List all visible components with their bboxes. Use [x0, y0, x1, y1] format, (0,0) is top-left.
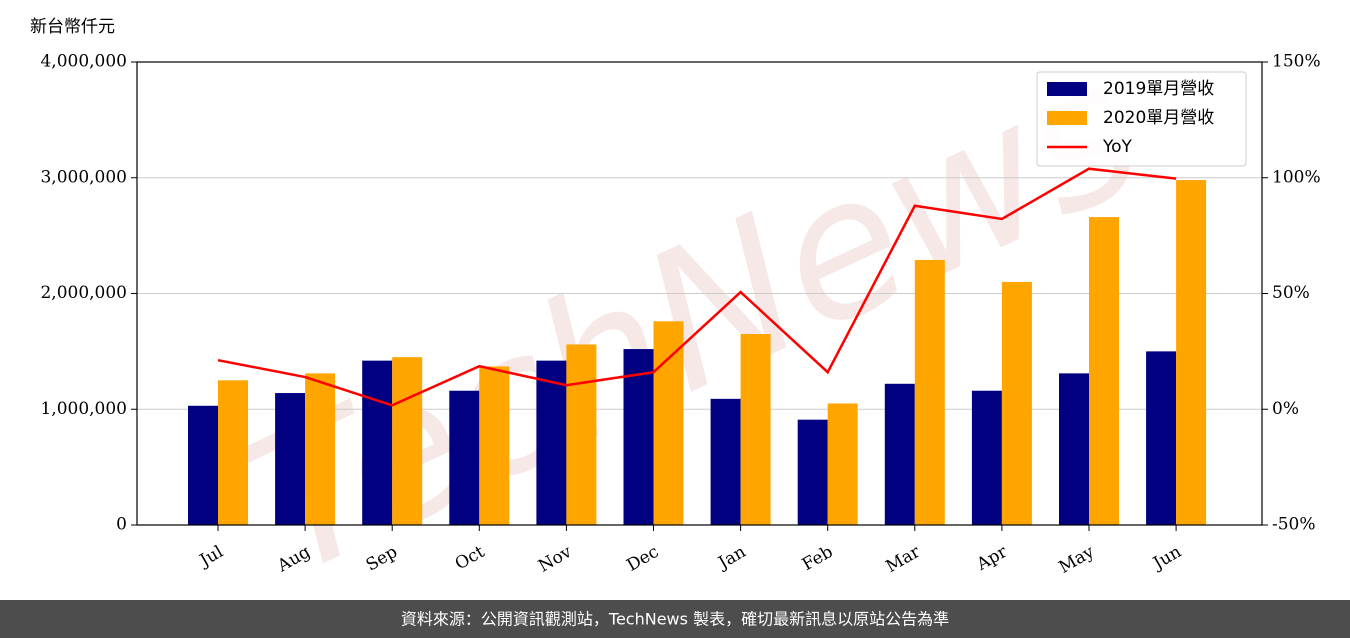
- bar: [218, 380, 248, 525]
- x-tick-label: May: [1056, 542, 1099, 578]
- bar: [449, 390, 480, 525]
- y2-tick-label: 100%: [1272, 167, 1321, 187]
- bar: [479, 366, 510, 525]
- y2-tick-label: 0%: [1272, 399, 1299, 419]
- bar: [275, 393, 306, 525]
- bar: [884, 383, 915, 525]
- bar: [710, 398, 741, 525]
- x-tick-label: Jul: [195, 542, 227, 572]
- bar: [392, 357, 423, 525]
- bar: [914, 259, 945, 525]
- y-tick-label: 4,000,000: [40, 52, 127, 72]
- bar: [797, 419, 828, 525]
- y2-tick-label: 50%: [1272, 283, 1310, 303]
- bar: [1059, 373, 1089, 525]
- bar: [362, 360, 393, 525]
- footer-bar: [0, 600, 1350, 638]
- x-tick-label: Nov: [535, 542, 575, 577]
- legend: [1036, 71, 1247, 167]
- x-tick-label: Apr: [973, 541, 1012, 575]
- footer: 資料來源：公開資訊觀測站，TechNews 製表，確切最新訊息以原站公告為準: [401, 610, 949, 629]
- bar: [653, 321, 684, 525]
- x-tick-label: Jun: [1148, 542, 1185, 575]
- legend-label: 2019單月營收: [1103, 79, 1214, 99]
- y-tick-label: 0: [116, 515, 127, 535]
- y-axis-label: 新台幣仟元: [30, 17, 115, 37]
- y-tick-label: 1,000,000: [40, 399, 127, 419]
- bar: [1146, 351, 1177, 525]
- x-tick-label: Feb: [799, 542, 837, 575]
- bar: [566, 344, 597, 525]
- bar: [1089, 217, 1119, 526]
- legend-swatch: [1047, 82, 1087, 96]
- y2-tick-label: 150%: [1272, 52, 1321, 72]
- legend-swatch: [1047, 111, 1087, 125]
- bar: [971, 390, 1002, 525]
- plot-frame: [136, 61, 1263, 526]
- y-tick-label: 2,000,000: [40, 283, 127, 303]
- bar: [1001, 281, 1032, 525]
- x-tick-label: Jan: [713, 542, 749, 574]
- x-tick-label: Dec: [623, 542, 662, 576]
- bar: [623, 349, 654, 525]
- x-tick-label: Mar: [883, 541, 925, 577]
- bar: [1176, 180, 1207, 525]
- legend-label: 2020單月營收: [1103, 108, 1214, 128]
- legend-label: YoY: [1102, 137, 1133, 157]
- bar: [827, 403, 858, 525]
- bar: [305, 373, 336, 525]
- y2-tick-label: -50%: [1272, 515, 1316, 535]
- y-tick-label: 3,000,000: [40, 167, 127, 187]
- bar: [740, 334, 771, 525]
- bar: [188, 405, 218, 525]
- line: [217, 167, 1177, 407]
- bar: [536, 360, 567, 525]
